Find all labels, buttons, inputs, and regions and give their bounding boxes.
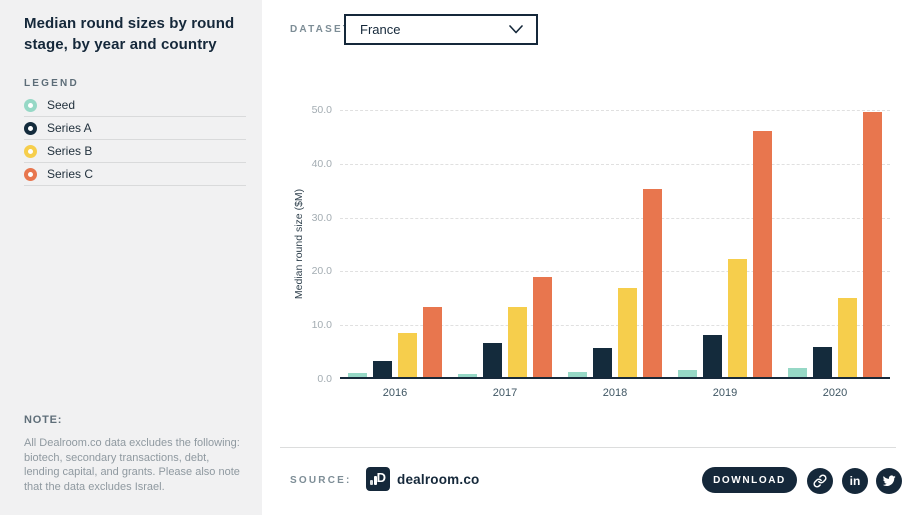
bar-series-b-2020[interactable] [838,298,857,377]
note-heading: NOTE: [24,414,63,426]
source-label: SOURCE: [290,475,352,486]
bar-series-c-2017[interactable] [533,276,552,377]
x-axis-tick-label: 2020 [822,387,848,399]
y-axis-tick-label: 10.0 [311,319,332,332]
twitter-icon [882,475,896,487]
bar-chart-plot-area: 0.0 10.0 20.0 30.0 40.0 50.0 2016 2017 2018 2019 2… [312,104,890,399]
legend-dot-icon [24,121,37,135]
bar-seed-2016[interactable] [348,373,367,377]
legend-dot-icon [24,98,37,112]
bar-series-c-2020[interactable] [863,111,882,377]
bar-series-b-2016[interactable] [398,332,417,377]
bar-series-c-2018[interactable] [643,188,662,377]
dealroom-brand-link[interactable]: D dealroom.co [366,467,479,491]
main-panel: DATASET France Median round size ($M) 0.… [262,0,909,515]
y-axis-tick-label: 20.0 [311,265,332,278]
dataset-selected-value: France [360,22,401,37]
footer-divider [280,447,896,448]
y-axis-title: Median round size ($M) [293,188,305,300]
legend-item-label: Series A [47,121,92,135]
source-brand-name: dealroom.co [397,471,480,487]
x-axis-tick-label: 2017 [492,387,518,399]
bar-seed-2018[interactable] [568,371,587,377]
bar-series-c-2016[interactable] [423,307,442,377]
sidebar: Median round sizes by round stage, by ye… [0,0,262,515]
link-icon [813,474,827,488]
dataset-dropdown[interactable]: France [344,14,538,45]
gridline [340,163,890,165]
copy-link-button[interactable] [807,468,833,494]
bar-seed-2019[interactable] [678,370,697,377]
legend-item-series-b[interactable]: Series B [24,140,246,163]
dealroom-logo-icon: D [366,467,390,491]
bar-series-b-2019[interactable] [728,258,747,377]
note-text: All Dealroom.co data excludes the follow… [24,437,240,493]
page-title: Median round sizes by round stage, by ye… [24,15,235,54]
y-axis-tick-label: 30.0 [311,211,332,224]
legend-dot-icon [24,167,37,181]
bar-series-c-2019[interactable] [753,131,772,377]
legend-item-label: Series B [47,144,93,158]
x-axis-tick-label: 2019 [712,387,738,399]
y-axis-tick-label: 50.0 [311,104,332,116]
bar-series-b-2018[interactable] [618,287,637,377]
linkedin-button[interactable]: in [842,468,868,494]
bar-series-a-2020[interactable] [813,347,832,377]
linkedin-icon: in [849,473,861,488]
legend-list: Seed Series A Series B Series C [24,94,246,186]
legend-dot-icon [24,144,37,158]
bar-series-b-2017[interactable] [508,306,527,377]
gridline [340,217,890,219]
legend-heading: LEGEND [24,78,79,89]
chevron-down-icon [509,25,523,34]
x-axis-tick-label: 2016 [382,387,408,399]
legend-item-series-c[interactable]: Series C [24,163,246,186]
bar-seed-2017[interactable] [458,373,477,377]
dataset-label: DATASET [290,24,352,35]
bar-series-a-2017[interactable] [483,343,502,377]
y-axis-tick-label: 40.0 [311,157,332,170]
legend-item-series-a[interactable]: Series A [24,117,246,140]
legend-item-label: Series C [47,167,94,181]
legend-item-seed[interactable]: Seed [24,94,246,117]
twitter-button[interactable] [876,468,902,494]
x-axis-tick-label: 2018 [602,387,628,399]
bar-seed-2020[interactable] [788,367,807,377]
gridline [340,110,890,111]
bar-series-a-2018[interactable] [593,347,612,377]
gridline [340,325,890,327]
bar-series-a-2016[interactable] [373,361,392,377]
y-axis-tick-label: 0.0 [317,373,332,385]
gridline [340,271,890,273]
legend-item-label: Seed [47,98,76,112]
bar-series-a-2019[interactable] [703,335,722,377]
download-button[interactable]: DOWNLOAD [702,467,797,493]
